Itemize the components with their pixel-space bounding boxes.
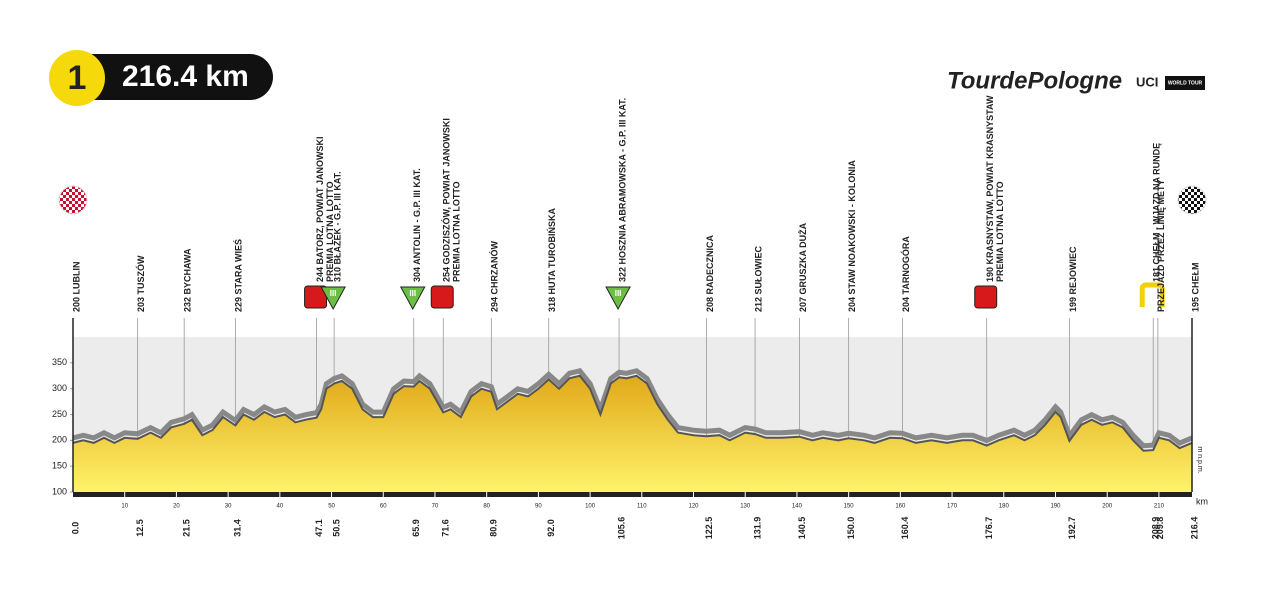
x-axis-label: km xyxy=(1196,496,1208,506)
x-tick-label: 30 xyxy=(225,504,232,510)
climb-category: III xyxy=(615,289,622,298)
waypoint-label: 204 STAW NOAKOWSKI - KOLONIA xyxy=(847,160,857,312)
km-label: 65.9 xyxy=(411,519,421,537)
km-label: 176.7 xyxy=(984,517,994,540)
y-tick-label: 150 xyxy=(52,461,67,471)
km-label: 105.6 xyxy=(616,517,626,540)
km-label: 12.5 xyxy=(135,519,145,537)
profile-area xyxy=(73,375,1192,492)
climb-icon xyxy=(605,286,631,311)
x-axis-bar xyxy=(73,492,1192,497)
y-tick-label: 100 xyxy=(52,486,67,496)
y-tick-label: 350 xyxy=(52,357,67,367)
x-tick-label: 20 xyxy=(173,504,180,510)
waypoint-label: PREMIA LOTNA LOTTO xyxy=(452,181,462,282)
x-tick-label: 70 xyxy=(432,504,439,510)
waypoint-label: 212 SUŁOWIEC xyxy=(753,245,763,312)
waypoint-label: 203 TUSZÓW xyxy=(135,255,146,312)
km-label: 160.4 xyxy=(900,517,910,540)
km-label: 31.4 xyxy=(233,519,243,537)
x-tick-label: 160 xyxy=(895,504,906,510)
waypoint-label: 294 CHRZANÓW xyxy=(489,240,500,312)
y-axis-label: m n.p.m. xyxy=(1196,446,1203,473)
waypoint-label: 318 HUTA TUROBIŃSKA xyxy=(547,207,557,312)
km-label: 71.6 xyxy=(441,519,451,537)
x-tick-label: 50 xyxy=(328,504,335,510)
waypoint-label: 181 CHEŁM - WJAZD NA RUNDĘ xyxy=(1152,143,1162,282)
start-flag xyxy=(58,185,88,215)
circuit-icon xyxy=(1139,282,1165,307)
waypoint-label: 232 BYCHAWA xyxy=(183,248,193,312)
start-label: 200 LUBLIN xyxy=(71,261,81,312)
x-tick-label: 100 xyxy=(585,504,596,510)
finish-label: 195 CHEŁM xyxy=(1190,262,1200,312)
waypoint-label: 244 BATORZ, POWIAT JANOWSKI xyxy=(315,136,325,282)
sprint-icon xyxy=(430,285,454,309)
km-label: 21.5 xyxy=(182,519,192,537)
waypoint-label: 310 BŁAŻEK - G.P. III KAT. xyxy=(333,171,343,282)
profile-line xyxy=(72,374,1193,452)
y-tick-label: 250 xyxy=(52,409,67,419)
distance: 216.4 km xyxy=(122,60,249,93)
x-tick-label: 120 xyxy=(689,504,700,510)
waypoint-label: 229 STARA WIEŚ xyxy=(233,239,244,312)
km-label: 80.9 xyxy=(489,519,499,537)
distance-pill xyxy=(58,54,273,100)
x-tick-label: 10 xyxy=(121,504,128,510)
km-label: 216.4 xyxy=(1189,517,1199,540)
stage-number: 1 xyxy=(68,59,87,97)
climb-icon xyxy=(320,286,346,311)
km-label: 140.5 xyxy=(797,517,807,540)
x-tick-label: 150 xyxy=(844,504,855,510)
waypoint-label: 204 TARNOGÓRA xyxy=(900,236,911,312)
km-label: 150.0 xyxy=(846,517,856,540)
waypoint-label: PRZEJAZD PRZEZ LINIĘ METY xyxy=(1156,179,1166,312)
climb-category: III xyxy=(330,289,337,298)
sprint-icon xyxy=(974,285,998,309)
brand: TourdePologne xyxy=(947,67,1122,94)
x-tick-label: 190 xyxy=(1050,504,1061,510)
waypoint-label: 190 KRASNYSTAW, POWIAT KRASNYSTAW xyxy=(985,95,995,282)
km-label: 208.9 xyxy=(1151,517,1161,540)
x-tick-label: 40 xyxy=(276,504,283,510)
x-tick-label: 60 xyxy=(380,504,387,510)
x-tick-label: 200 xyxy=(1102,504,1113,510)
x-tick-label: 80 xyxy=(483,504,490,510)
waypoint-label: PREMIA LOTNA LOTTO xyxy=(995,181,1005,282)
waypoint-label: 207 GRUSZKA DUŻA xyxy=(798,222,808,312)
waypoint-label: 199 REJOWIEC xyxy=(1068,246,1078,312)
km-label: 209.8 xyxy=(1155,517,1165,540)
km-label: 50.5 xyxy=(332,519,342,537)
km-label: 92.0 xyxy=(546,519,556,537)
km-label: 47.1 xyxy=(314,519,324,537)
x-tick-label: 90 xyxy=(535,504,542,510)
wt-box xyxy=(1165,76,1205,90)
x-tick-label: 140 xyxy=(792,504,803,510)
y-tick-label: 300 xyxy=(52,383,67,393)
climb-icon xyxy=(399,286,426,311)
km-label: 122.5 xyxy=(704,517,714,540)
waypoint-label: 254 GODZISZÓW, POWIAT JANOWSKI xyxy=(441,118,452,282)
stage-badge xyxy=(49,50,105,106)
y-tick-label: 200 xyxy=(52,435,67,445)
x-tick-label: 130 xyxy=(740,504,751,510)
x-tick-label: 170 xyxy=(947,504,958,510)
waypoint-label: 322 HOSZNIA ABRAMOWSKA - G.P. III KAT. xyxy=(617,98,627,282)
profile-shadow xyxy=(72,367,1193,449)
waypoint-label: 304 ANTOLIN - G.P. III KAT. xyxy=(412,168,422,282)
uci: UCI xyxy=(1136,74,1158,89)
x-tick-label: 180 xyxy=(999,504,1010,510)
km-label: 192.7 xyxy=(1067,517,1077,540)
km-label: 0.0 xyxy=(70,522,80,535)
x-tick-label: 110 xyxy=(637,504,647,510)
x-tick-label: 210 xyxy=(1154,504,1165,510)
climb-category: III xyxy=(409,289,416,298)
waypoint-label: 208 RADECZNICA xyxy=(705,234,715,312)
finish-flag xyxy=(1177,185,1207,215)
km-label: 131.9 xyxy=(752,517,762,540)
waypoint-label: PREMIA LOTNA LOTTO xyxy=(325,181,335,282)
world-tour: WORLD TOUR xyxy=(1168,80,1203,86)
